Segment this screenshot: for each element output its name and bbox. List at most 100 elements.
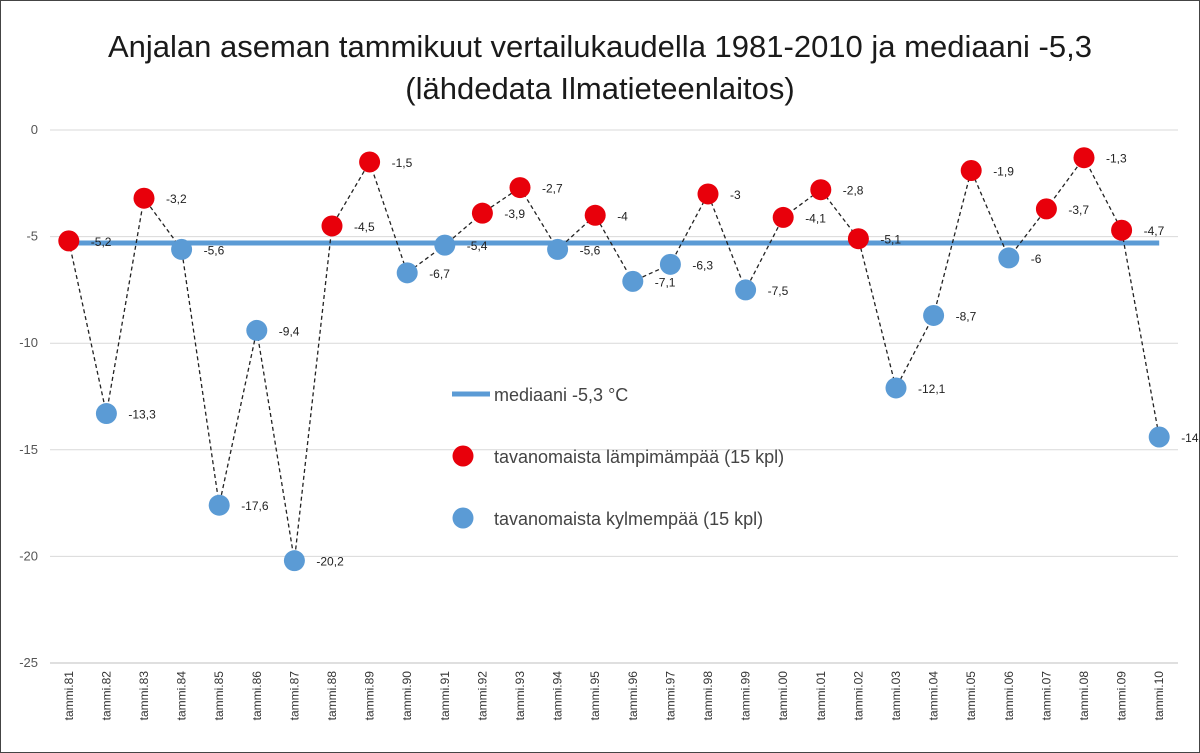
x-tick-label: tammi.90 bbox=[400, 671, 414, 721]
data-point-cold bbox=[1148, 426, 1170, 448]
data-point-warm bbox=[584, 204, 606, 226]
x-tick-label: tammi.07 bbox=[1039, 671, 1053, 721]
data-label: -7,1 bbox=[655, 275, 676, 289]
chart-title: Anjalan aseman tammikuut vertailukaudell… bbox=[0, 26, 1200, 110]
x-tick-label: tammi.92 bbox=[475, 671, 489, 721]
legend-label: tavanomaista lämpimämpää (15 kpl) bbox=[494, 447, 784, 467]
y-tick-label: 0 bbox=[31, 122, 38, 137]
x-tick-label: tammi.99 bbox=[739, 671, 753, 721]
data-label: -12,1 bbox=[918, 382, 946, 396]
x-tick-label: tammi.86 bbox=[250, 671, 264, 721]
x-tick-labels: tammi.81 tammi.82 tammi.83 tammi.84 tammi.85… bbox=[62, 671, 1166, 721]
data-point-cold bbox=[434, 234, 456, 256]
x-tick-label: tammi.06 bbox=[1002, 671, 1016, 721]
data-point-cold bbox=[885, 377, 907, 399]
x-tick-label: tammi.05 bbox=[964, 671, 978, 721]
data-point-warm bbox=[772, 206, 794, 228]
x-tick-label: tammi.09 bbox=[1115, 671, 1129, 721]
x-tick-label: tammi.85 bbox=[212, 671, 226, 721]
data-point-cold bbox=[659, 253, 681, 275]
data-label: -9,4 bbox=[279, 324, 300, 338]
connector-layer bbox=[68, 156, 1160, 561]
data-point-warm bbox=[509, 177, 531, 199]
y-tick-label: -25 bbox=[19, 655, 38, 670]
data-label: -5,6 bbox=[204, 243, 225, 257]
data-label: -3,7 bbox=[1068, 203, 1089, 217]
chart-title-line-2: (lähdedata Ilmatieteenlaitos) bbox=[405, 71, 795, 106]
legend-cold-swatch bbox=[452, 507, 474, 529]
data-label: -6,3 bbox=[692, 258, 713, 272]
x-tick-label: tammi.93 bbox=[513, 671, 527, 721]
legend: mediaani -5,3 °C tavanomaista lämpimämpää… bbox=[452, 385, 784, 529]
x-tick-label: tammi.84 bbox=[175, 671, 189, 721]
data-point-cold bbox=[396, 262, 418, 284]
grid-layer bbox=[50, 129, 1178, 664]
data-label: -3 bbox=[730, 188, 741, 202]
x-tick-label: tammi.91 bbox=[438, 671, 452, 721]
data-point-warm bbox=[133, 187, 155, 209]
y-tick-labels: 0 -5 -10 -15 -20 -25 bbox=[19, 122, 38, 670]
x-tick-label: tammi.96 bbox=[626, 671, 640, 721]
data-label: -3,2 bbox=[166, 192, 187, 206]
data-label: -4,1 bbox=[805, 211, 826, 225]
data-point-warm bbox=[58, 230, 80, 252]
data-point-warm bbox=[810, 179, 832, 201]
data-label: -2,8 bbox=[843, 184, 864, 198]
data-label: -8,7 bbox=[956, 309, 977, 323]
data-point-warm bbox=[847, 228, 869, 250]
data-label: -4,7 bbox=[1144, 224, 1165, 238]
data-label: -6 bbox=[1031, 252, 1042, 266]
x-tick-label: tammi.97 bbox=[663, 671, 677, 721]
y-tick-label: -20 bbox=[19, 548, 38, 563]
x-tick-label: tammi.83 bbox=[137, 671, 151, 721]
legend-label: mediaani -5,3 °C bbox=[494, 385, 628, 405]
x-tick-label: tammi.81 bbox=[62, 671, 76, 721]
data-point-warm bbox=[1111, 219, 1133, 241]
y-tick-label: -5 bbox=[26, 229, 38, 244]
y-tick-label: -10 bbox=[19, 335, 38, 350]
data-label: -1,5 bbox=[392, 156, 413, 170]
data-point-cold bbox=[547, 238, 569, 260]
data-label: -7,5 bbox=[768, 284, 789, 298]
data-label: -13,3 bbox=[128, 408, 156, 422]
series-connector-line bbox=[68, 156, 1160, 561]
data-label: -2,7 bbox=[542, 182, 563, 196]
point-layer bbox=[58, 147, 1170, 572]
x-tick-label: tammi.00 bbox=[776, 671, 790, 721]
data-label: -5,1 bbox=[880, 233, 901, 247]
x-tick-label: tammi.94 bbox=[551, 671, 565, 721]
data-label: -4 bbox=[617, 209, 628, 223]
data-label: -5,6 bbox=[580, 243, 601, 257]
data-point-cold bbox=[998, 247, 1020, 269]
data-label: -3,9 bbox=[504, 207, 525, 221]
x-tick-label: tammi.04 bbox=[927, 671, 941, 721]
y-tick-label: -15 bbox=[19, 442, 38, 457]
data-label: -5,4 bbox=[467, 239, 488, 253]
data-point-cold bbox=[735, 279, 757, 301]
x-tick-label: tammi.88 bbox=[325, 671, 339, 721]
data-label: -20,2 bbox=[316, 555, 344, 569]
data-label: -1,9 bbox=[993, 165, 1014, 179]
data-point-warm bbox=[471, 202, 493, 224]
legend-label: tavanomaista kylmempää (15 kpl) bbox=[494, 509, 763, 529]
data-point-warm bbox=[697, 183, 719, 205]
x-tick-label: tammi.87 bbox=[287, 671, 301, 721]
data-label: -14,4 bbox=[1181, 431, 1200, 445]
data-point-warm bbox=[1035, 198, 1057, 220]
data-point-cold bbox=[246, 319, 268, 341]
data-point-cold bbox=[171, 238, 193, 260]
data-point-cold bbox=[923, 304, 945, 326]
x-tick-label: tammi.82 bbox=[99, 671, 113, 721]
x-tick-label: tammi.03 bbox=[889, 671, 903, 721]
x-tick-label: tammi.01 bbox=[814, 671, 828, 721]
data-point-cold bbox=[95, 403, 117, 425]
data-labels: -5,2 -13,3 -3,2 -5,6 -17,6 -9,4 -20,2 -4,5 -1,5 -… bbox=[91, 152, 1200, 569]
chart-title-line-1: Anjalan aseman tammikuut vertailukaudell… bbox=[108, 29, 1092, 64]
x-tick-label: tammi.98 bbox=[701, 671, 715, 721]
data-label: -1,3 bbox=[1106, 152, 1127, 166]
data-label: -4,5 bbox=[354, 220, 375, 234]
data-point-cold bbox=[622, 270, 644, 292]
data-point-cold bbox=[208, 494, 230, 516]
